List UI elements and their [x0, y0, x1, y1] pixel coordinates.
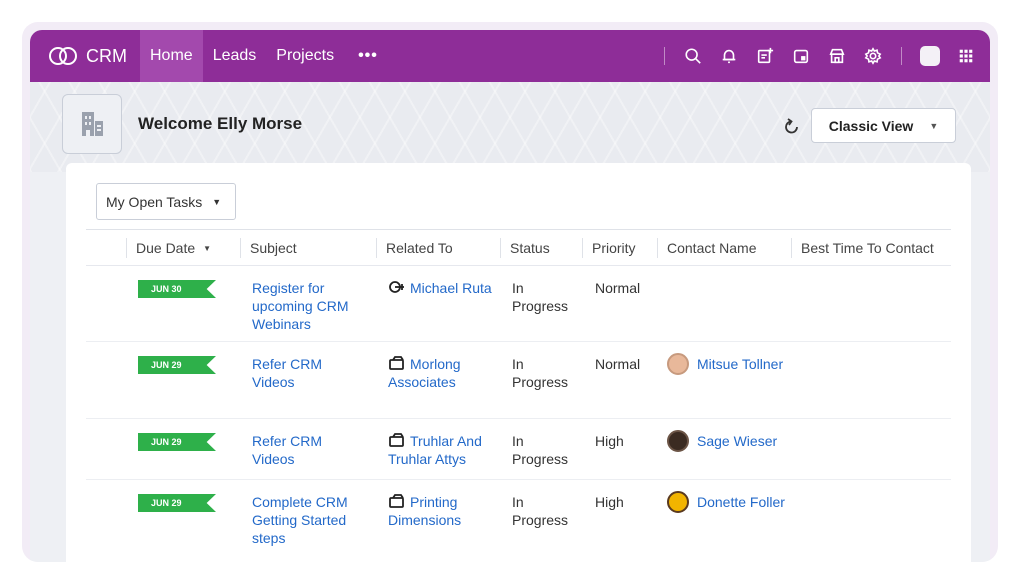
chevron-down-icon: ▼ [212, 196, 222, 207]
tab-projects[interactable]: Projects [276, 47, 335, 64]
welcome-banner: Welcome Elly Morse Classic View ▼ [30, 82, 990, 172]
contact-link[interactable]: Sage Wieser [697, 433, 778, 449]
col-related-to[interactable]: Related To [376, 230, 500, 266]
col-subject[interactable]: Subject [240, 230, 376, 266]
status-cell: In Progress [512, 433, 569, 467]
avatar [667, 430, 689, 452]
related-to-link[interactable]: Printing Dimensions [388, 494, 462, 528]
divider [901, 47, 902, 65]
contact-cell: Sage Wieser [667, 430, 797, 452]
col-contact-name[interactable]: Contact Name [657, 230, 791, 266]
status-cell: In Progress [512, 494, 569, 528]
col-best-time-label: Best Time To Contact [801, 240, 934, 256]
brand-logo[interactable]: CRM [30, 30, 140, 82]
contact-link[interactable]: Donette Foller [697, 494, 785, 510]
contact-cell: Donette Foller [667, 491, 787, 513]
col-due-date-label: Due Date [136, 240, 196, 256]
priority-cell: Normal [595, 280, 641, 296]
related-to-link[interactable]: Truhlar And Truhlar Attys [388, 433, 482, 467]
top-navbar: CRM Home Leads Projects ••• [30, 30, 990, 82]
bell-icon[interactable] [711, 30, 747, 82]
col-status[interactable]: Status [500, 230, 582, 266]
crm-app: CRM Home Leads Projects ••• [30, 30, 990, 562]
status-cell: In Progress [512, 356, 569, 390]
table-header: Due Date ▼ Subject Related To Status Pri… [86, 229, 951, 266]
organization-icon [62, 94, 122, 154]
priority-cell: High [595, 433, 624, 449]
status-cell: In Progress [512, 280, 569, 314]
task-subject-link[interactable]: Refer CRM Videos [252, 356, 323, 390]
calendar-icon[interactable] [783, 30, 819, 82]
avatar [667, 353, 689, 375]
settings-icon[interactable] [855, 30, 891, 82]
related-to-cell: Morlong Associates [388, 355, 498, 391]
refresh-icon[interactable] [782, 117, 802, 137]
due-date-tag: JUN 29 [138, 494, 216, 512]
apps-grid-icon[interactable] [948, 30, 984, 82]
col-contact-name-label: Contact Name [667, 240, 757, 256]
marketplace-icon[interactable] [819, 30, 855, 82]
contact-cell: Mitsue Tollner [667, 353, 787, 375]
welcome-text: Welcome Elly Morse [138, 114, 303, 133]
avatar[interactable] [920, 46, 940, 66]
priority-cell: High [595, 494, 624, 510]
related-to-cell: Printing Dimensions [388, 493, 498, 529]
new-entry-icon[interactable] [747, 30, 783, 82]
more-tabs-button[interactable]: ••• [358, 47, 378, 64]
window-frame: CRM Home Leads Projects ••• [22, 22, 998, 562]
tasks-card: My Open Tasks ▼ Due Date ▼ Subject Relat… [66, 163, 971, 562]
task-subject-link[interactable]: Complete CRM Getting Started steps [252, 494, 348, 546]
tasks-filter-dropdown[interactable]: My Open Tasks ▼ [96, 183, 237, 220]
table-row[interactable]: JUN 29 Complete CRM Getting Started step… [86, 480, 951, 556]
tasks-filter-label: My Open Tasks [106, 193, 203, 210]
search-icon[interactable] [675, 30, 711, 82]
col-best-time[interactable]: Best Time To Contact [791, 230, 951, 266]
col-priority[interactable]: Priority [582, 230, 657, 266]
tasks-table: Due Date ▼ Subject Related To Status Pri… [86, 229, 951, 556]
due-date-tag: JUN 29 [138, 356, 216, 374]
chevron-down-icon: ▼ [929, 120, 939, 131]
view-selector-label: Classic View [828, 117, 914, 134]
col-subject-label: Subject [250, 240, 297, 256]
account-icon [388, 356, 406, 370]
due-date-tag: JUN 29 [138, 433, 216, 451]
col-due-date[interactable]: Due Date ▼ [126, 230, 240, 266]
account-icon [388, 494, 406, 508]
col-priority-label: Priority [592, 240, 636, 256]
tab-home[interactable]: Home [140, 30, 203, 82]
divider [664, 47, 665, 65]
table-row[interactable]: JUN 30 Register for upcoming CRM Webinar… [86, 266, 951, 342]
view-selector[interactable]: Classic View ▼ [811, 108, 956, 143]
tab-leads[interactable]: Leads [212, 47, 257, 64]
task-subject-link[interactable]: Register for upcoming CRM Webinars [252, 280, 349, 332]
related-to-link[interactable]: Michael Ruta [410, 280, 492, 296]
contact-link[interactable]: Mitsue Tollner [697, 356, 784, 372]
col-status-label: Status [510, 240, 550, 256]
priority-cell: Normal [595, 356, 641, 372]
col-related-to-label: Related To [386, 240, 453, 256]
related-to-cell: Truhlar And Truhlar Attys [388, 432, 500, 468]
table-row[interactable]: JUN 29 Refer CRM Videos Morlong Associat… [86, 342, 951, 419]
due-date-tag: JUN 30 [138, 280, 216, 298]
table-row[interactable]: JUN 29 Refer CRM Videos Truhlar And Truh… [86, 419, 951, 480]
brand-name: CRM [86, 45, 127, 66]
related-to-cell: Michael Ruta [388, 279, 498, 297]
crm-logo-icon [49, 47, 77, 65]
topbar-actions [654, 30, 990, 82]
sort-down-icon[interactable]: ▼ [203, 243, 212, 253]
task-subject-link[interactable]: Refer CRM Videos [252, 433, 323, 467]
related-to-link[interactable]: Morlong Associates [388, 356, 461, 390]
lead-icon [388, 280, 406, 294]
avatar [667, 491, 689, 513]
account-icon [388, 433, 406, 447]
